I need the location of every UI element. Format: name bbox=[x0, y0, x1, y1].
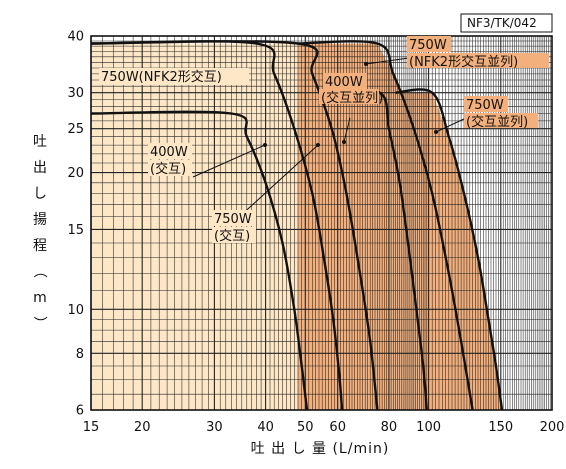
curve-label: 750W bbox=[214, 212, 252, 227]
leader-line bbox=[343, 117, 351, 143]
x-tick-label: 30 bbox=[206, 420, 223, 435]
curve-label: 750W bbox=[409, 38, 447, 53]
y-axis-title-char: し bbox=[33, 186, 47, 202]
leader-line bbox=[237, 144, 319, 219]
curve-label-bg bbox=[148, 143, 192, 159]
y-axis-title-char: 程 bbox=[33, 238, 47, 254]
y-axis-title-char: （ bbox=[31, 264, 47, 278]
curve-label: (交互並列) bbox=[466, 114, 528, 130]
pump-curve-3 bbox=[328, 88, 428, 411]
y-tick-label: 8 bbox=[76, 347, 84, 362]
x-tick-label: 50 bbox=[297, 420, 314, 435]
y-axis-title-char: 出 bbox=[33, 160, 47, 176]
y-tick-label: 6 bbox=[76, 404, 84, 419]
x-tick-label: 40 bbox=[257, 420, 274, 435]
plot-frame bbox=[90, 35, 553, 411]
x-tick-label: 60 bbox=[329, 420, 346, 435]
curve-label: (交互) bbox=[150, 161, 186, 177]
curve-label-bg bbox=[148, 160, 192, 176]
x-tick-label: 150 bbox=[488, 420, 513, 435]
curve-label: 750W(NFK2形交互) bbox=[101, 69, 222, 85]
curve-label: (交互並列) bbox=[321, 90, 383, 106]
curve-label: (NFK2形交互並列) bbox=[409, 54, 518, 70]
curve-label-bg bbox=[212, 227, 256, 243]
y-tick-label: 20 bbox=[67, 166, 84, 181]
x-tick-label: 15 bbox=[83, 420, 100, 435]
y-tick-label: 10 bbox=[67, 303, 84, 318]
code-label-box: NF3/TK/042 bbox=[460, 13, 553, 33]
curve-label: 400W bbox=[150, 145, 188, 160]
curve-label: 400W bbox=[325, 75, 363, 90]
leader-dot bbox=[263, 143, 267, 147]
curve-label-bg bbox=[319, 89, 379, 104]
x-tick-label: 20 bbox=[134, 420, 151, 435]
pump-curve-4 bbox=[395, 88, 504, 411]
leader-dot bbox=[316, 143, 320, 147]
y-tick-label: 30 bbox=[67, 86, 84, 101]
pump-curve-1 bbox=[90, 40, 344, 411]
curve-label-bg bbox=[99, 68, 249, 85]
curve-label-bg bbox=[212, 210, 256, 226]
curve-label: (交互) bbox=[214, 228, 250, 244]
pump-curves bbox=[90, 40, 504, 411]
leader-line bbox=[192, 144, 266, 178]
x-tick-label: 200 bbox=[540, 420, 565, 435]
curve-labels: 750W(NFK2形交互)400W(交互)750W(交互)400W(交互並列) 7… bbox=[99, 36, 549, 244]
y-axis-title-char: m bbox=[33, 290, 47, 306]
x-tick-labels: 15 20 30 40 50 60 80 100 150 200 bbox=[83, 420, 565, 435]
y-tick-labels: 6 8 10 15 20 25 30 40 bbox=[67, 30, 84, 419]
y-axis-title-char: ） bbox=[31, 316, 47, 330]
y-tick-label: 40 bbox=[67, 30, 84, 45]
y-tick-label: 15 bbox=[67, 223, 84, 238]
y-tick-label: 25 bbox=[67, 122, 84, 137]
pump-curve-5 bbox=[297, 40, 474, 411]
code-label: NF3/TK/042 bbox=[467, 16, 537, 30]
leader-line bbox=[435, 117, 467, 133]
x-tick-label: 100 bbox=[416, 420, 441, 435]
x-axis-title: 吐 出 し 量 (L/min) bbox=[251, 441, 390, 457]
y-axis-title-char: 揚 bbox=[33, 211, 47, 228]
leader-line bbox=[365, 57, 410, 65]
x-tick-label: 80 bbox=[381, 420, 398, 435]
curve-label-bg bbox=[464, 113, 538, 128]
leader-dot bbox=[434, 130, 438, 134]
curve-label-bg bbox=[407, 36, 451, 52]
curve-label-bg bbox=[464, 96, 508, 112]
curve-label: 750W bbox=[466, 98, 504, 113]
curve-label-bg bbox=[323, 73, 367, 89]
pump-curve-0 bbox=[90, 110, 309, 411]
leader-dot bbox=[364, 62, 368, 66]
curve-label-bg bbox=[407, 53, 549, 68]
leader-dot bbox=[342, 140, 346, 144]
y-axis-title-char: 吐 bbox=[33, 134, 47, 150]
pump-curve-2 bbox=[90, 40, 379, 411]
